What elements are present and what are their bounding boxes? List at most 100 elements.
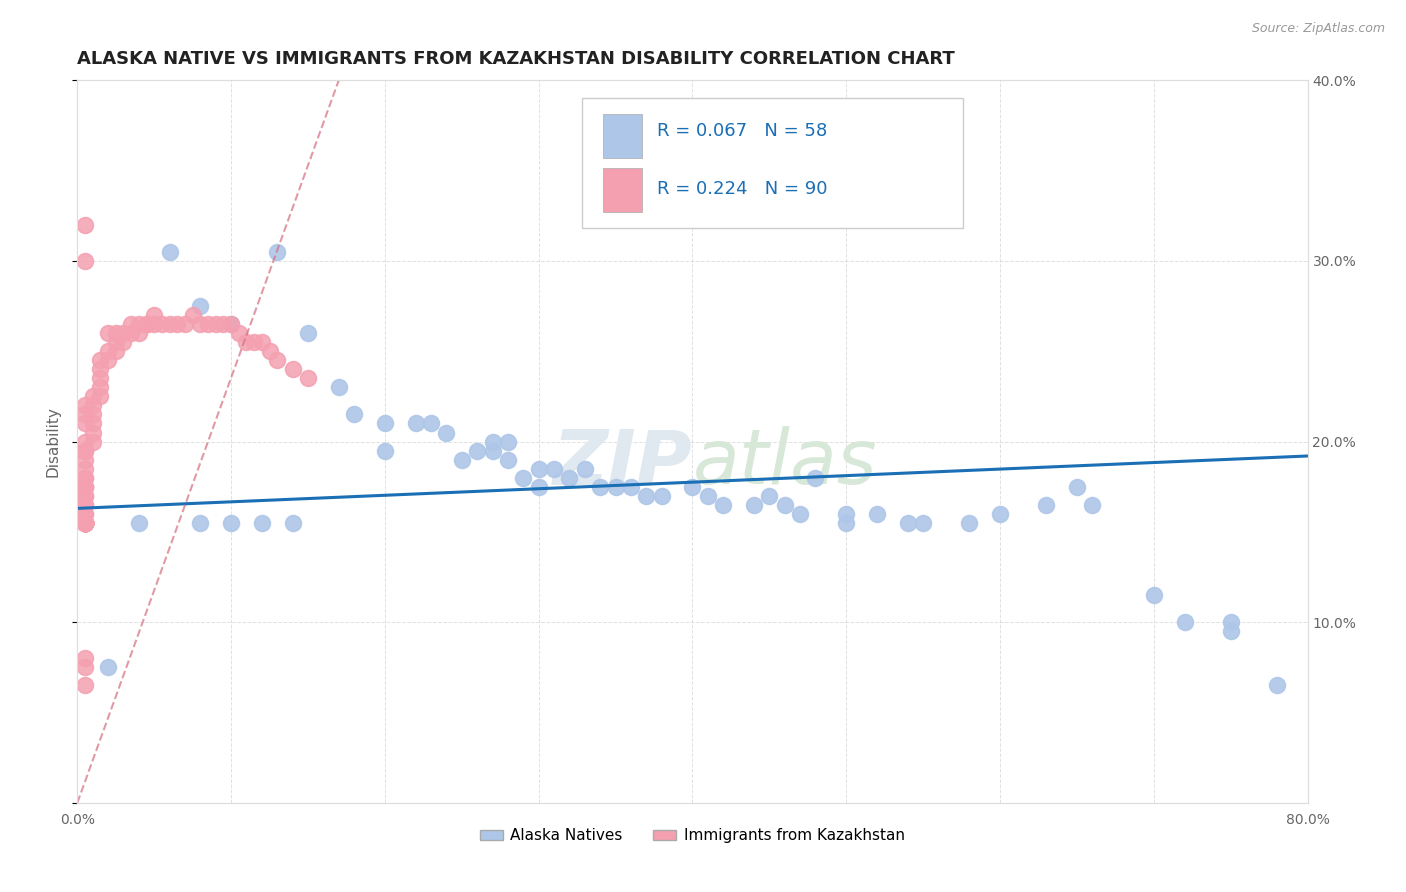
Point <box>219 317 242 331</box>
Point <box>73 516 96 530</box>
Point <box>281 362 304 376</box>
Point <box>112 335 135 350</box>
Bar <box>603 114 643 158</box>
Point <box>243 335 266 350</box>
Point <box>228 326 250 340</box>
Point <box>73 516 96 530</box>
Point <box>696 489 718 503</box>
Point <box>73 471 96 485</box>
Point <box>97 353 120 368</box>
Point <box>73 443 96 458</box>
Point <box>465 443 488 458</box>
Point <box>128 317 150 331</box>
Point <box>128 516 150 530</box>
Point <box>1265 678 1288 692</box>
Point <box>73 516 96 530</box>
Point <box>73 452 96 467</box>
Point <box>988 507 1011 521</box>
Point <box>73 516 96 530</box>
Point <box>73 434 96 449</box>
Point <box>636 489 658 503</box>
Point <box>73 516 96 530</box>
Point <box>589 480 612 494</box>
Point <box>496 434 519 449</box>
Point <box>188 299 212 313</box>
FancyBboxPatch shape <box>582 98 963 228</box>
Point <box>450 452 472 467</box>
Point <box>89 353 111 368</box>
Text: R = 0.067   N = 58: R = 0.067 N = 58 <box>657 122 827 140</box>
Point <box>135 317 157 331</box>
Point <box>73 480 96 494</box>
Point <box>143 317 166 331</box>
Point <box>188 516 212 530</box>
Point <box>82 398 104 412</box>
Point <box>97 660 120 674</box>
Y-axis label: Disability: Disability <box>45 406 60 477</box>
Point <box>73 660 96 674</box>
Point <box>266 244 288 259</box>
Point <box>374 417 396 431</box>
Point <box>73 516 96 530</box>
Point <box>773 498 796 512</box>
Point <box>804 471 827 485</box>
Point <box>73 516 96 530</box>
Point <box>1143 588 1166 602</box>
Point <box>159 244 181 259</box>
Point <box>1081 498 1104 512</box>
Point <box>112 326 135 340</box>
Point <box>219 317 242 331</box>
Point <box>297 326 319 340</box>
Point <box>181 308 204 322</box>
Point <box>128 326 150 340</box>
Point <box>174 317 197 331</box>
Point <box>1219 615 1241 630</box>
Point <box>558 471 581 485</box>
Point <box>73 398 96 412</box>
Point <box>1219 624 1241 639</box>
Point <box>259 344 281 359</box>
Point <box>143 308 166 322</box>
Point <box>73 516 96 530</box>
Point <box>89 371 111 385</box>
Bar <box>603 169 643 211</box>
Point <box>104 344 127 359</box>
Point <box>957 516 980 530</box>
Point <box>97 344 120 359</box>
Point <box>73 516 96 530</box>
Point <box>897 516 920 530</box>
Point <box>682 480 704 494</box>
Point <box>328 380 350 394</box>
Point <box>266 353 288 368</box>
Point <box>374 443 396 458</box>
Point <box>89 380 111 394</box>
Point <box>73 480 96 494</box>
Point <box>866 507 889 521</box>
Point <box>73 507 96 521</box>
Point <box>73 516 96 530</box>
Point <box>73 516 96 530</box>
Text: Source: ZipAtlas.com: Source: ZipAtlas.com <box>1251 22 1385 36</box>
Text: ZIP: ZIP <box>553 426 693 500</box>
Point <box>73 417 96 431</box>
Point <box>204 317 226 331</box>
Point <box>436 425 458 440</box>
Point <box>835 507 858 521</box>
Point <box>574 461 596 475</box>
Point <box>651 489 673 503</box>
Text: ALASKA NATIVE VS IMMIGRANTS FROM KAZAKHSTAN DISABILITY CORRELATION CHART: ALASKA NATIVE VS IMMIGRANTS FROM KAZAKHS… <box>77 50 955 68</box>
Point <box>235 335 257 350</box>
Point <box>527 480 550 494</box>
Point <box>250 516 273 530</box>
Point <box>1174 615 1197 630</box>
Point <box>135 317 157 331</box>
Point <box>73 461 96 475</box>
Point <box>835 516 858 530</box>
Point <box>73 516 96 530</box>
Point <box>82 389 104 403</box>
Point <box>73 218 96 232</box>
Point <box>150 317 173 331</box>
Point <box>512 471 534 485</box>
Text: R = 0.224   N = 90: R = 0.224 N = 90 <box>657 179 827 198</box>
Point <box>73 651 96 665</box>
